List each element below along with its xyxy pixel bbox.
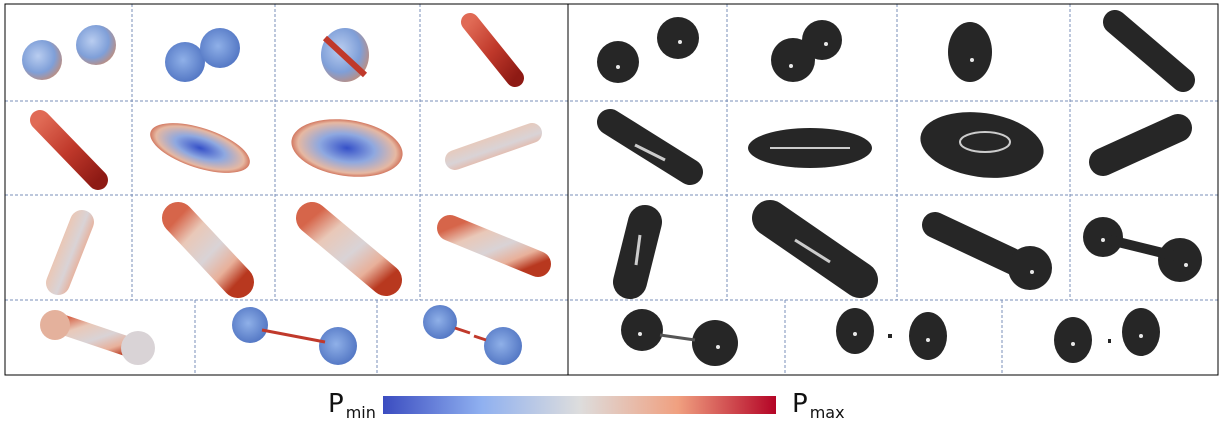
max-symbol: P: [792, 389, 808, 419]
max-subscript: max: [810, 403, 845, 422]
figure: Pmin Pmax: [0, 0, 1223, 426]
min-subscript: min: [346, 403, 376, 422]
min-symbol: P: [328, 389, 344, 419]
colorbar-gradient: [383, 396, 776, 414]
simulation-shapes: [22, 22, 538, 365]
experiment-images: [597, 17, 1202, 366]
